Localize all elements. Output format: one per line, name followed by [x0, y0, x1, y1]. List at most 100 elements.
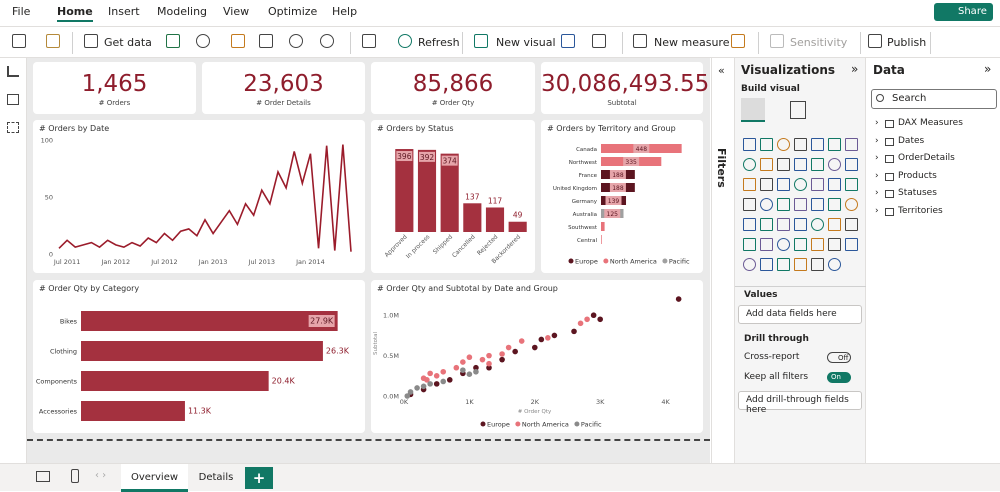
build-visual-tab[interactable]: [741, 98, 765, 122]
visual-icon[interactable]: [760, 138, 773, 151]
visual-icon[interactable]: [811, 258, 824, 271]
refresh-icon[interactable]: [398, 34, 412, 48]
table-name[interactable]: Products: [898, 170, 937, 181]
visual-icon[interactable]: [760, 218, 773, 231]
visual-icon[interactable]: [828, 138, 841, 151]
drop-well[interactable]: Add drill-through fields here: [738, 391, 862, 415]
table-name[interactable]: OrderDetails: [898, 153, 955, 164]
visual-icon[interactable]: [811, 178, 824, 191]
table-name[interactable]: Dates: [898, 135, 925, 146]
visual-icon[interactable]: [811, 218, 824, 231]
table-name[interactable]: Statuses: [898, 188, 937, 199]
ribbon-button[interactable]: Refresh: [418, 36, 460, 49]
visual-icon[interactable]: [845, 198, 858, 211]
scroll-arrows[interactable]: ‹ ›: [95, 470, 107, 481]
visual-icon[interactable]: [794, 238, 807, 251]
kpi-card[interactable]: 23,603 # Order Details: [202, 62, 365, 114]
page-tab[interactable]: Details: [198, 472, 234, 483]
visual-icon[interactable]: [828, 178, 841, 191]
visual-icon[interactable]: [777, 258, 790, 271]
kpi-card[interactable]: 1,465 # Orders: [33, 62, 196, 114]
visual-icon[interactable]: [760, 158, 773, 171]
filters-pane[interactable]: « Filters: [711, 58, 735, 463]
visual-icon[interactable]: [845, 238, 858, 251]
desktop-view-icon[interactable]: [36, 471, 50, 482]
visual-icon[interactable]: [777, 138, 790, 151]
visual-icon[interactable]: [760, 258, 773, 271]
visual-icon[interactable]: [811, 198, 824, 211]
textbox-icon[interactable]: [561, 34, 575, 48]
toggle[interactable]: Off: [827, 352, 851, 363]
get-data-icon[interactable]: [84, 34, 98, 48]
ribbon-button[interactable]: New measure: [654, 36, 730, 49]
table-name[interactable]: DAX Measures: [898, 118, 963, 128]
table-view-icon[interactable]: [7, 94, 19, 105]
more-visuals-icon[interactable]: [592, 34, 606, 48]
drop-well[interactable]: Add data fields here: [738, 305, 862, 324]
visual-icon[interactable]: [811, 158, 824, 171]
report-view-icon[interactable]: [7, 66, 19, 77]
visual-icon[interactable]: [777, 238, 790, 251]
visual-icon[interactable]: [828, 198, 841, 211]
format-visual-tab[interactable]: [790, 101, 806, 119]
model-view-icon[interactable]: [7, 122, 19, 133]
chart-card[interactable]: # Orders by Date 0 50 100 Jul 2011 Jan 2012 Ju…: [33, 120, 365, 273]
kpi-card[interactable]: 30,086,493.55 Subtotal: [541, 62, 709, 114]
visual-icon[interactable]: [811, 238, 824, 251]
expand-icon[interactable]: »: [984, 62, 992, 76]
excel-icon[interactable]: [166, 34, 180, 48]
table-name[interactable]: Territories: [898, 206, 943, 216]
search-box[interactable]: Search: [871, 89, 997, 109]
visual-icon[interactable]: [811, 138, 824, 151]
chart-card[interactable]: # Order Qty and Subtotal by Date and Gro…: [371, 280, 703, 433]
visual-icon[interactable]: [760, 178, 773, 191]
expand-icon[interactable]: »: [851, 62, 859, 76]
visual-icon[interactable]: [794, 198, 807, 211]
ribbon-button[interactable]: New visual: [496, 36, 556, 49]
visual-icon[interactable]: [828, 238, 841, 251]
paste-icon[interactable]: [12, 34, 26, 48]
visual-icon[interactable]: [743, 238, 756, 251]
toggle[interactable]: On: [827, 372, 851, 383]
menu-tab[interactable]: File: [12, 5, 31, 18]
table-icon[interactable]: [259, 34, 273, 48]
visual-icon[interactable]: [777, 198, 790, 211]
visual-icon[interactable]: [777, 178, 790, 191]
visual-icon[interactable]: [743, 198, 756, 211]
quick-measure-icon[interactable]: [731, 34, 745, 48]
new-measure-icon[interactable]: [633, 34, 647, 48]
kpi-card[interactable]: 85,866 # Order Qty: [371, 62, 535, 114]
add-page[interactable]: +: [245, 467, 273, 489]
menu-tab[interactable]: Insert: [108, 5, 140, 18]
menu-tab[interactable]: Optimize: [268, 5, 318, 18]
visual-icon[interactable]: [828, 158, 841, 171]
visual-icon[interactable]: [828, 218, 841, 231]
collapse-icon[interactable]: «: [718, 64, 725, 77]
visual-icon[interactable]: [845, 178, 858, 191]
visual-icon[interactable]: [743, 218, 756, 231]
menu-tab[interactable]: View: [223, 5, 250, 18]
ribbon-button[interactable]: Publish: [887, 36, 927, 49]
format-icon[interactable]: [46, 34, 60, 48]
visual-icon[interactable]: [845, 158, 858, 171]
menu-tab[interactable]: Help: [332, 5, 358, 18]
transform-icon[interactable]: [362, 34, 376, 48]
visual-icon[interactable]: [777, 218, 790, 231]
visual-icon[interactable]: [794, 178, 807, 191]
menu-tab[interactable]: Modeling: [157, 5, 208, 18]
sql-icon[interactable]: [231, 34, 245, 48]
visual-icon[interactable]: [760, 238, 773, 251]
visual-icon[interactable]: [760, 198, 773, 211]
visual-icon[interactable]: [743, 178, 756, 191]
page-tab[interactable]: Overview: [121, 464, 188, 492]
visual-icon[interactable]: [845, 138, 858, 151]
visual-icon[interactable]: [794, 138, 807, 151]
mobile-view-icon[interactable]: [71, 469, 79, 483]
chart-card[interactable]: # Orders by Territory and Group Canada 448…: [541, 120, 703, 273]
visual-icon[interactable]: [743, 258, 756, 271]
chart-card[interactable]: # Orders by Status 396 Approved 392 In proce…: [371, 120, 535, 273]
visual-icon[interactable]: [794, 218, 807, 231]
visual-icon[interactable]: [777, 158, 790, 171]
menu-tab[interactable]: Home: [57, 5, 93, 22]
dataverse-icon[interactable]: [289, 34, 303, 48]
